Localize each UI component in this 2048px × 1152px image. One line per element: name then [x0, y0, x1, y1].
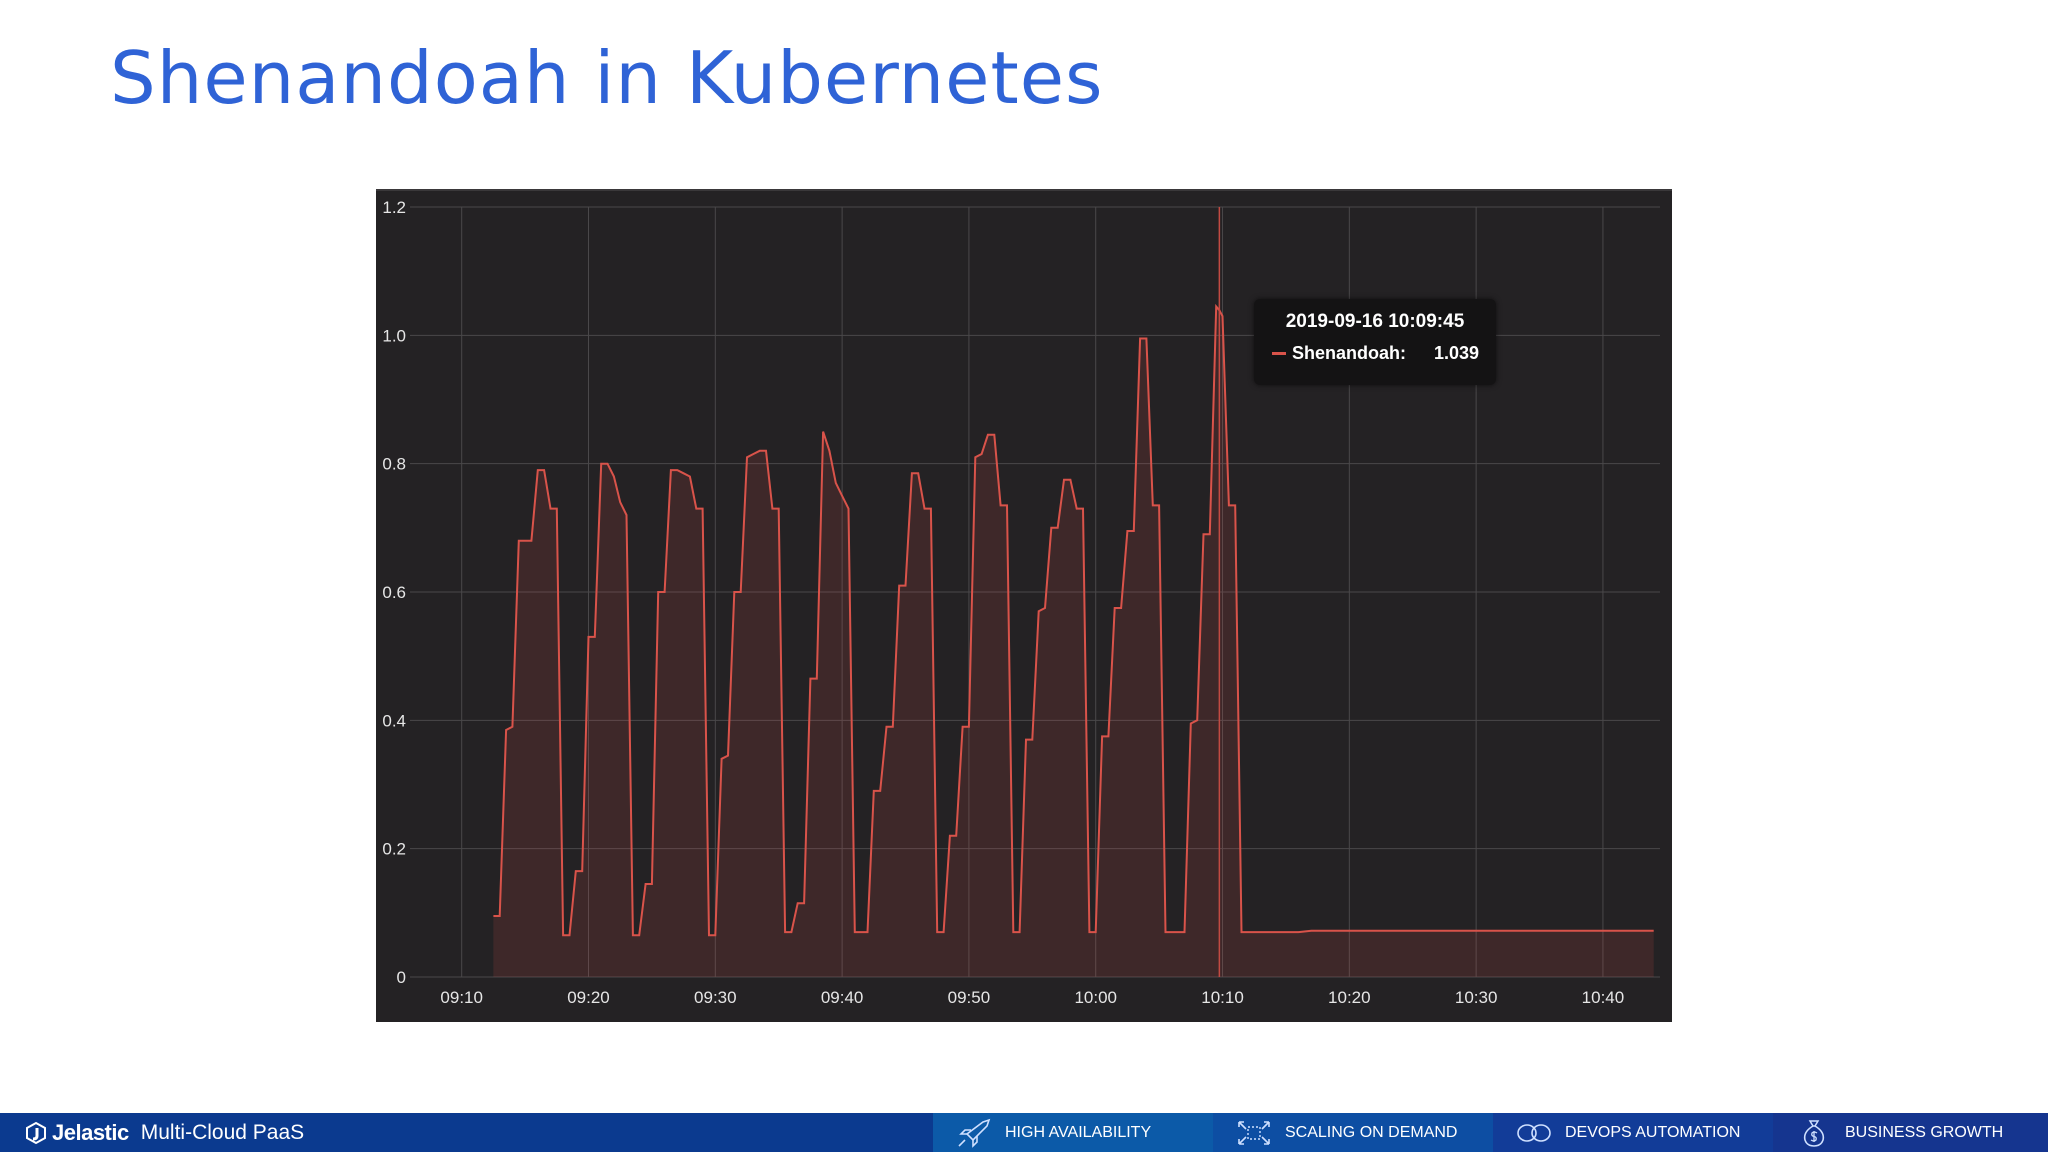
tooltip-time: 2019-09-16 10:09:45	[1285, 311, 1465, 332]
tooltip-row: Shenandoah: 1.039	[1272, 343, 1479, 364]
y-tick-label: 0.4	[382, 711, 406, 730]
footer-item-high-availability: HIGH AVAILABILITY	[933, 1113, 1213, 1152]
y-tick-label: 0.8	[382, 455, 406, 474]
y-tick-label: 0.2	[382, 840, 406, 859]
x-tick-label: 09:20	[567, 988, 610, 1007]
rocket-icon	[958, 1118, 991, 1148]
brand-name: Jelastic	[52, 1119, 129, 1145]
brand-tagline: Multi-Cloud PaaS	[140, 1120, 305, 1144]
y-tick-label: 1.2	[382, 198, 406, 217]
footer-items: HIGH AVAILABILITY SCALING ON DEMAND DEVO…	[933, 1113, 2048, 1152]
footer-item-label: SCALING ON DEMAND	[1285, 1123, 1458, 1141]
footer-item-label: HIGH AVAILABILITY	[1005, 1123, 1152, 1141]
x-tick-label: 10:10	[1201, 988, 1244, 1007]
x-axis-labels: 09:10 09:20 09:30 09:40 09:50 10:00 10:10 10:20…	[440, 988, 1624, 1007]
data-tooltip: 2019-09-16 10:09:45 Shenandoah: 1.039	[1254, 299, 1496, 385]
series-line-shenandoah	[493, 303, 1654, 937]
footer-item-devops-automation: DEVOPS AUTOMATION	[1493, 1113, 1773, 1152]
x-tick-label: 10:40	[1582, 988, 1625, 1007]
series-area-shenandoah	[493, 306, 1654, 977]
chart: 0 0.2 0.4 0.6 0.8 1.0 1.2 09:10 09:20 09:30 09:40…	[376, 189, 1672, 1007]
footer-item-business-growth: BUSINESS GROWTH	[1773, 1113, 2048, 1152]
y-tick-label: 1.0	[382, 326, 406, 345]
jelastic-logo-icon	[26, 1121, 46, 1144]
x-tick-label: 09:40	[821, 988, 864, 1007]
footer-item-scaling-on-demand: SCALING ON DEMAND	[1213, 1113, 1493, 1152]
brand: Jelastic Multi-Cloud PaaS	[24, 1113, 304, 1152]
x-tick-label: 10:20	[1328, 988, 1371, 1007]
x-tick-label: 10:00	[1074, 988, 1117, 1007]
money-bag-icon	[1803, 1119, 1825, 1147]
legend-swatch	[1272, 352, 1286, 355]
slide-title: Shenandoah in Kubernetes	[110, 36, 1104, 120]
infinity-icon	[1517, 1123, 1551, 1142]
scaling-arrows-icon	[1238, 1120, 1270, 1145]
footer-item-label: BUSINESS GROWTH	[1845, 1123, 2004, 1141]
y-tick-label: 0.6	[382, 583, 406, 602]
x-tick-label: 10:30	[1455, 988, 1498, 1007]
tooltip-series-name: Shenandoah:	[1292, 343, 1407, 363]
footer-bar: Jelastic Multi-Cloud PaaS HIGH AVAILABIL…	[0, 1113, 2048, 1152]
horizontal-gridlines	[410, 206, 1660, 978]
x-tick-label: 09:30	[694, 988, 737, 1007]
footer-item-label: DEVOPS AUTOMATION	[1565, 1123, 1741, 1141]
x-tick-label: 09:10	[440, 988, 483, 1007]
chart-panel: 0 0.2 0.4 0.6 0.8 1.0 1.2 09:10 09:20 09:30 09:40…	[376, 189, 1672, 1022]
y-tick-label: 0	[397, 968, 406, 987]
y-axis-labels: 0 0.2 0.4 0.6 0.8 1.0 1.2	[382, 198, 406, 987]
x-tick-label: 09:50	[948, 988, 991, 1007]
tooltip-value: 1.039	[1434, 343, 1480, 363]
